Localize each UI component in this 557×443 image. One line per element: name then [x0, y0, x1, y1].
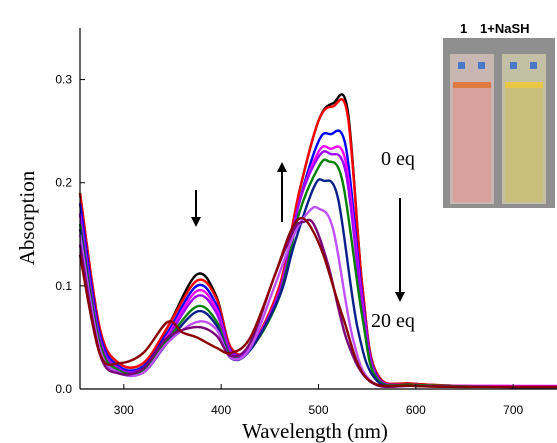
increase-arrow-480	[277, 162, 287, 222]
start-eq-label: 0 eq	[381, 148, 415, 170]
x-axis-title: Wavelength (nm)	[242, 419, 388, 443]
inset-label-compound: 1	[460, 21, 467, 36]
x-tick-label: 700	[503, 403, 523, 417]
x-tick-label: 300	[114, 403, 134, 417]
x-tick-label: 500	[308, 403, 328, 417]
x-tick-label: 400	[211, 403, 231, 417]
y-tick-label: 0.1	[55, 279, 72, 293]
eq-direction-arrow	[395, 198, 405, 302]
cuvette-inset-photo	[443, 38, 555, 208]
y-tick-label: 0.0	[55, 382, 72, 396]
series-layer	[78, 93, 557, 389]
inset-label-with-nash: 1+NaSH	[480, 21, 530, 36]
y-axis-title: Absorption	[15, 170, 39, 265]
end-eq-label: 20 eq	[371, 310, 415, 332]
y-tick-label: 0.2	[55, 176, 72, 190]
x-tick-label: 600	[406, 403, 426, 417]
spectrum-line-10	[78, 216, 557, 389]
y-tick-label: 0.3	[55, 73, 72, 87]
decrease-arrow-380	[191, 190, 201, 227]
ticks-layer: 300 400 500 600 700 0.0 0.1 0.2 0.3	[55, 73, 523, 417]
